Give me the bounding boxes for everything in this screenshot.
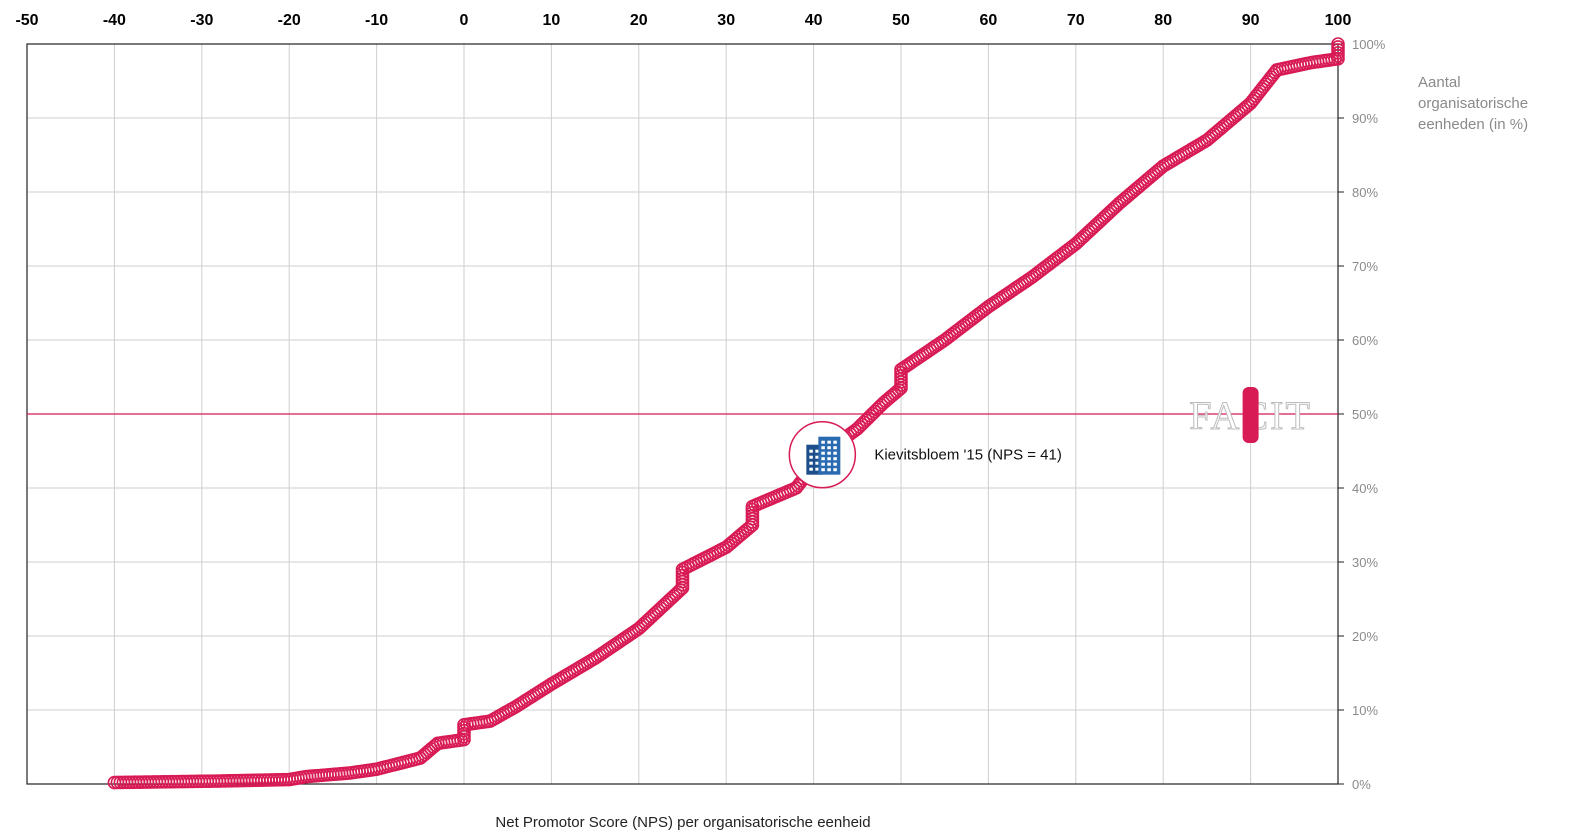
building-window xyxy=(809,455,813,459)
building-window xyxy=(827,468,831,472)
y-tick-label: 20% xyxy=(1352,629,1378,644)
building-window xyxy=(833,457,837,461)
x-tick-label: 60 xyxy=(980,12,998,29)
y-tick-label: 90% xyxy=(1352,111,1378,126)
building-window xyxy=(821,446,825,450)
building-window xyxy=(809,461,813,465)
y-tick-label: 100% xyxy=(1352,37,1386,52)
y-tick-label: 70% xyxy=(1352,259,1378,274)
x-tick-label: 70 xyxy=(1067,12,1085,29)
building-window xyxy=(821,468,825,472)
building-window xyxy=(833,468,837,472)
x-tick-label: 10 xyxy=(543,12,561,29)
building-window xyxy=(827,451,831,455)
building-icon xyxy=(806,436,841,475)
watermark-c-mark xyxy=(1242,387,1259,443)
x-axis-title: Net Promotor Score (NPS) per organisator… xyxy=(495,814,870,831)
y-tick-label: 80% xyxy=(1352,185,1378,200)
x-tick-label: -10 xyxy=(365,12,388,29)
y-axis-title-line-1: Aantal xyxy=(1418,74,1461,91)
building-window xyxy=(827,440,831,444)
building-window xyxy=(833,446,837,450)
building-window xyxy=(827,446,831,450)
highlight-marker[interactable] xyxy=(788,420,857,489)
x-tick-label: -50 xyxy=(15,12,38,29)
y-tick-label: 0% xyxy=(1352,777,1371,792)
x-tick-label: 50 xyxy=(892,12,910,29)
y-tick-label: 10% xyxy=(1352,703,1378,718)
x-tick-label: 80 xyxy=(1154,12,1172,29)
x-tick-labels: -50 -40 -30 -20 -10 0 10 20 30 40 50 60 70 80 90 100 xyxy=(15,12,1351,29)
x-tick-label: 40 xyxy=(805,12,823,29)
y-axis-title-line-3: eenheden (in %) xyxy=(1418,116,1528,133)
y-axis-title-line-2: organisatorische xyxy=(1418,95,1528,112)
x-tick-label: 20 xyxy=(630,12,648,29)
x-tick-label: 0 xyxy=(460,12,469,29)
building-window xyxy=(809,449,813,453)
x-tick-label: -30 xyxy=(190,12,213,29)
y-tick-label: 40% xyxy=(1352,481,1378,496)
x-tick-label: 30 xyxy=(717,12,735,29)
building-window xyxy=(821,451,825,455)
building-window xyxy=(821,457,825,461)
building-window xyxy=(815,461,819,465)
y-tick-label: 30% xyxy=(1352,555,1378,570)
data-point xyxy=(1331,37,1345,51)
building-window xyxy=(821,462,825,466)
building-window xyxy=(809,467,813,471)
y-tick-label: 50% xyxy=(1352,407,1378,422)
building-window xyxy=(827,457,831,461)
x-tick-label: -20 xyxy=(278,12,301,29)
building-window xyxy=(827,462,831,466)
building-window xyxy=(815,467,819,471)
building-window xyxy=(815,449,819,453)
highlight-label: Kievitsbloem '15 (NPS = 41) xyxy=(874,447,1062,464)
building-window xyxy=(821,440,825,444)
facit-watermark: FACIT xyxy=(1189,387,1310,443)
building-window xyxy=(833,440,837,444)
y-tick-label: 60% xyxy=(1352,333,1378,348)
y-tick-labels: 0% 10% 20% 30% 40% 50% 60% 70% 80% 90% 100% xyxy=(1338,37,1386,792)
building-window xyxy=(833,462,837,466)
building-window xyxy=(833,451,837,455)
x-tick-label: -40 xyxy=(103,12,126,29)
x-tick-label: 90 xyxy=(1242,12,1260,29)
building-window xyxy=(815,455,819,459)
x-tick-label: 100 xyxy=(1325,12,1352,29)
